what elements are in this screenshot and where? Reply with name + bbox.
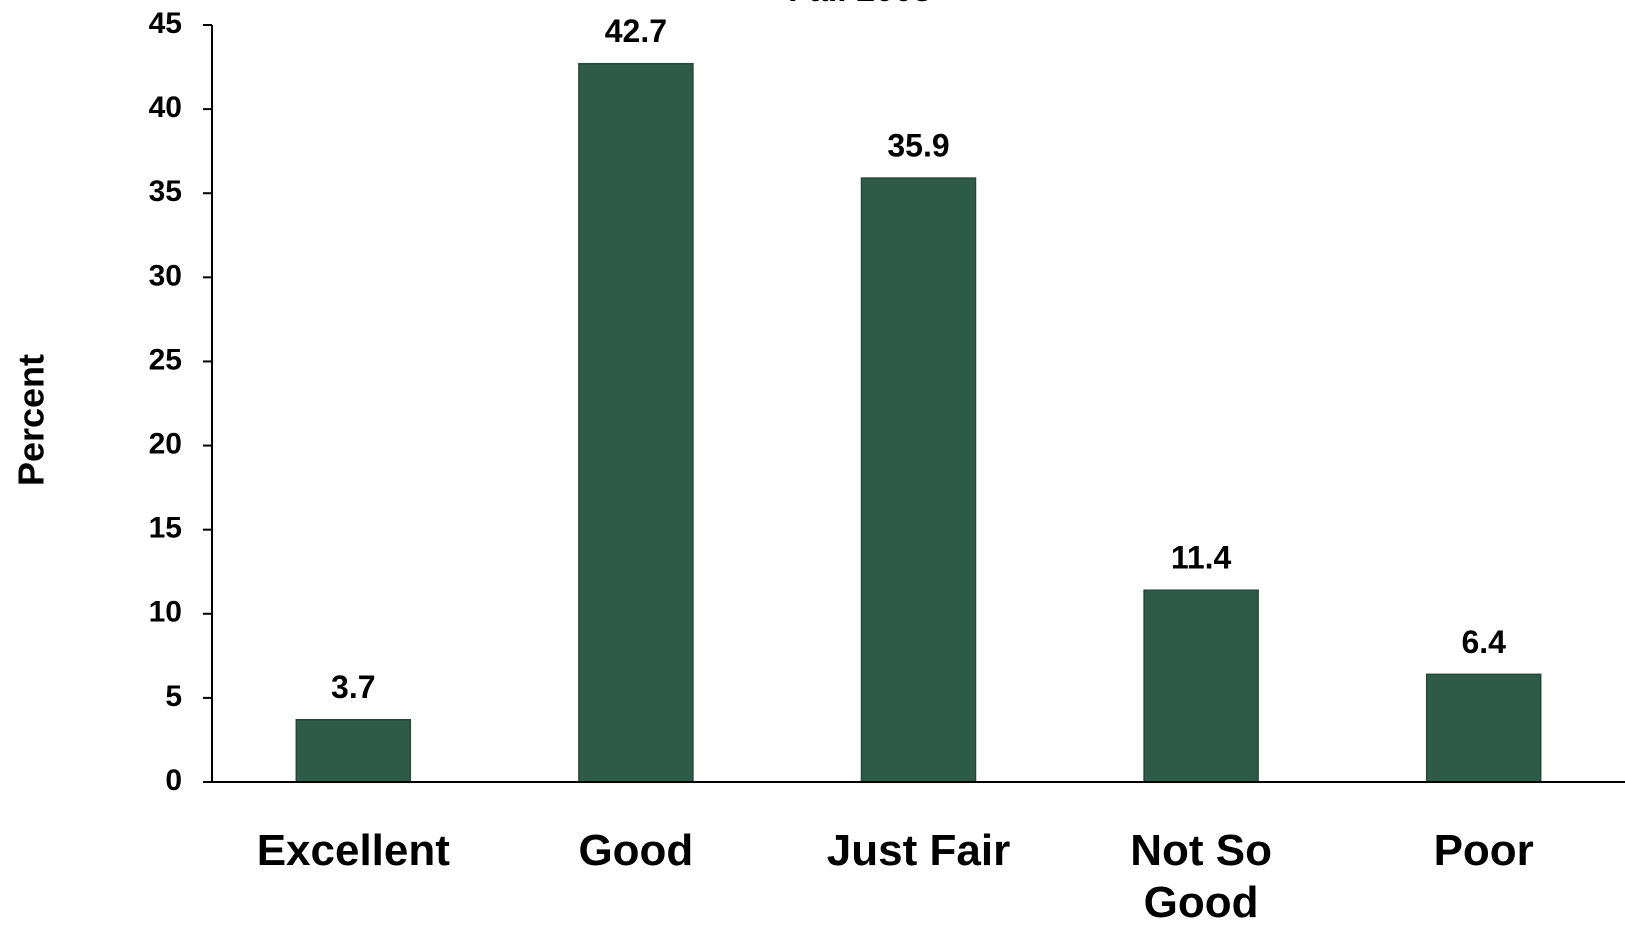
value-label: 3.7 — [331, 669, 375, 705]
y-tick-label: 30 — [149, 259, 182, 292]
y-tick-label: 0 — [165, 764, 182, 797]
x-tick-label: Just Fair — [826, 826, 1011, 875]
y-tick-label: 40 — [149, 91, 182, 124]
bar — [295, 719, 412, 783]
y-tick-label: 5 — [165, 680, 182, 713]
y-tick-label: 20 — [149, 427, 182, 460]
value-label: 6.4 — [1461, 624, 1506, 660]
x-tick-label: Poor — [1433, 826, 1534, 875]
bar — [1425, 673, 1542, 783]
value-label: 42.7 — [605, 13, 667, 49]
chart-title: Fall 2008 — [788, 0, 932, 9]
value-label: 35.9 — [887, 128, 949, 164]
bar — [578, 62, 694, 783]
y-axis-label: Percent — [11, 354, 52, 486]
value-label: 11.4 — [1171, 540, 1232, 576]
x-tick-label: Not So Good — [1130, 826, 1272, 927]
bar — [1143, 589, 1259, 783]
y-tick-label: 25 — [149, 343, 182, 376]
y-tick-label: 35 — [149, 175, 182, 208]
bar — [860, 177, 977, 783]
y-tick-label: 15 — [149, 512, 182, 545]
x-tick-label: Excellent — [256, 826, 450, 875]
y-tick-label: 10 — [149, 596, 182, 629]
y-tick-label: 45 — [149, 7, 182, 40]
x-tick-label: Good — [578, 826, 694, 875]
